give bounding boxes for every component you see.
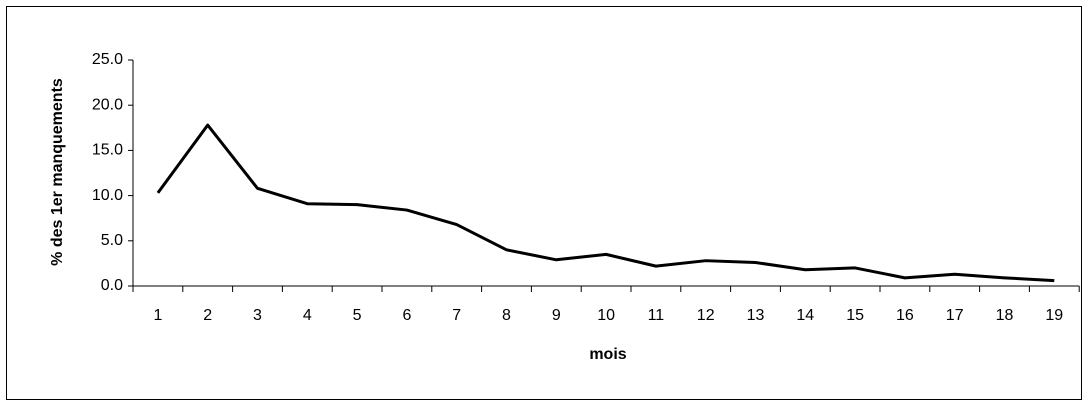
x-tick-label: 16 xyxy=(896,307,914,324)
x-tick-label: 5 xyxy=(353,307,362,324)
y-tick-label: 5.0 xyxy=(101,232,123,249)
x-tick-label: 14 xyxy=(796,307,814,324)
x-tick-label: 18 xyxy=(996,307,1014,324)
x-tick-label: 1 xyxy=(153,307,162,324)
x-tick-label: 4 xyxy=(303,307,312,324)
x-axis-label: mois xyxy=(589,346,626,363)
x-tick-label: 10 xyxy=(597,307,615,324)
chart-border xyxy=(6,6,1082,400)
x-tick-label: 11 xyxy=(648,307,665,324)
x-tick-label: 2 xyxy=(203,307,212,324)
y-tick-label: 15.0 xyxy=(92,142,123,159)
x-tick-label: 9 xyxy=(552,307,561,324)
x-tick-label: 15 xyxy=(846,307,864,324)
x-tick-label: 3 xyxy=(253,307,262,324)
x-tick-label: 17 xyxy=(946,307,964,324)
y-tick-label: 0.0 xyxy=(101,277,123,294)
x-tick-label: 7 xyxy=(452,307,461,324)
x-tick-label: 13 xyxy=(747,307,765,324)
x-tick-label: 19 xyxy=(1045,307,1063,324)
x-tick-label: 6 xyxy=(402,307,411,324)
y-tick-label: 10.0 xyxy=(92,187,123,204)
x-tick-label: 8 xyxy=(502,307,511,324)
x-tick-label: 12 xyxy=(697,307,715,324)
y-tick-label: 20.0 xyxy=(92,96,123,113)
y-axis-label: % des 1er manquements xyxy=(49,78,66,266)
y-tick-label: 25.0 xyxy=(92,51,123,68)
data-line xyxy=(156,123,1055,283)
